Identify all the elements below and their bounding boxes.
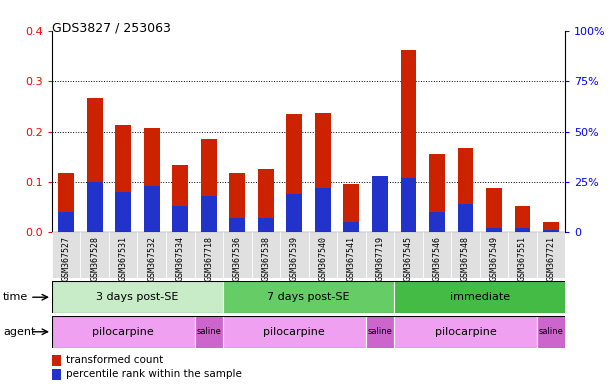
Bar <box>401 50 416 232</box>
Bar <box>194 316 223 348</box>
Bar <box>87 98 103 232</box>
Bar <box>229 218 245 232</box>
Text: 7 days post-SE: 7 days post-SE <box>267 292 350 302</box>
Bar <box>109 232 137 278</box>
Bar <box>172 206 188 232</box>
Bar <box>536 316 565 348</box>
Bar <box>52 232 81 278</box>
Bar <box>429 212 445 232</box>
Bar <box>372 179 388 232</box>
Text: immediate: immediate <box>450 292 510 302</box>
Bar <box>480 232 508 278</box>
Text: GSM367541: GSM367541 <box>347 236 356 281</box>
Bar <box>458 147 473 232</box>
Bar <box>543 222 559 232</box>
Text: GSM367538: GSM367538 <box>262 236 270 281</box>
Text: 3 days post-SE: 3 days post-SE <box>97 292 178 302</box>
Bar <box>365 232 394 278</box>
Text: saline: saline <box>196 327 221 336</box>
Bar <box>486 228 502 232</box>
Bar <box>166 232 194 278</box>
Bar <box>81 232 109 278</box>
Bar <box>59 173 74 232</box>
Text: GSM367546: GSM367546 <box>433 236 441 281</box>
Bar <box>223 281 394 313</box>
Bar <box>52 369 61 379</box>
Bar <box>137 232 166 278</box>
Bar <box>423 232 451 278</box>
Bar <box>280 232 309 278</box>
Text: GSM367532: GSM367532 <box>147 236 156 281</box>
Bar <box>429 154 445 232</box>
Text: saline: saline <box>538 327 563 336</box>
Text: GSM367539: GSM367539 <box>290 236 299 281</box>
Bar <box>229 173 245 232</box>
Bar <box>172 165 188 232</box>
Bar <box>394 316 536 348</box>
Bar <box>194 232 223 278</box>
Bar <box>52 281 223 313</box>
Text: GSM367534: GSM367534 <box>176 236 185 281</box>
Bar <box>52 355 61 366</box>
Text: GSM367545: GSM367545 <box>404 236 413 281</box>
Text: pilocarpine: pilocarpine <box>263 327 325 337</box>
Text: GSM367719: GSM367719 <box>375 236 384 281</box>
Bar <box>258 169 274 232</box>
Bar <box>508 232 536 278</box>
Bar <box>543 230 559 232</box>
Text: GSM367540: GSM367540 <box>318 236 327 281</box>
Bar <box>223 232 252 278</box>
Bar <box>486 188 502 232</box>
Bar <box>365 316 394 348</box>
Bar <box>144 128 159 232</box>
Text: GSM367551: GSM367551 <box>518 236 527 281</box>
Bar <box>394 232 423 278</box>
Bar <box>201 139 216 232</box>
Bar <box>115 192 131 232</box>
Text: agent: agent <box>3 327 35 337</box>
Text: GSM367528: GSM367528 <box>90 236 99 281</box>
Text: GSM367531: GSM367531 <box>119 236 128 281</box>
Bar <box>315 113 331 232</box>
Bar <box>287 194 302 232</box>
Text: transformed count: transformed count <box>67 355 164 365</box>
Text: GSM367549: GSM367549 <box>489 236 499 281</box>
Bar <box>201 196 216 232</box>
Bar <box>451 232 480 278</box>
Bar <box>536 232 565 278</box>
Text: pilocarpine: pilocarpine <box>92 327 154 337</box>
Bar <box>315 188 331 232</box>
Text: GSM367527: GSM367527 <box>62 236 71 281</box>
Bar <box>52 316 194 348</box>
Bar <box>394 281 565 313</box>
Bar <box>252 232 280 278</box>
Text: GSM367718: GSM367718 <box>204 236 213 281</box>
Bar <box>258 218 274 232</box>
Bar <box>401 178 416 232</box>
Bar <box>223 316 365 348</box>
Text: GSM367721: GSM367721 <box>546 236 555 281</box>
Text: percentile rank within the sample: percentile rank within the sample <box>67 369 242 379</box>
Text: GSM367548: GSM367548 <box>461 236 470 281</box>
Text: GDS3827 / 253063: GDS3827 / 253063 <box>52 21 171 34</box>
Bar <box>337 232 365 278</box>
Bar <box>343 184 359 232</box>
Bar <box>59 212 74 232</box>
Bar <box>287 114 302 232</box>
Text: time: time <box>3 292 28 302</box>
Bar <box>514 205 530 232</box>
Bar <box>372 176 388 232</box>
Text: GSM367536: GSM367536 <box>233 236 242 281</box>
Bar <box>514 228 530 232</box>
Bar <box>87 182 103 232</box>
Text: pilocarpine: pilocarpine <box>434 327 496 337</box>
Bar <box>458 204 473 232</box>
Bar <box>309 232 337 278</box>
Bar <box>144 186 159 232</box>
Bar <box>115 125 131 232</box>
Text: saline: saline <box>367 327 392 336</box>
Bar <box>343 222 359 232</box>
